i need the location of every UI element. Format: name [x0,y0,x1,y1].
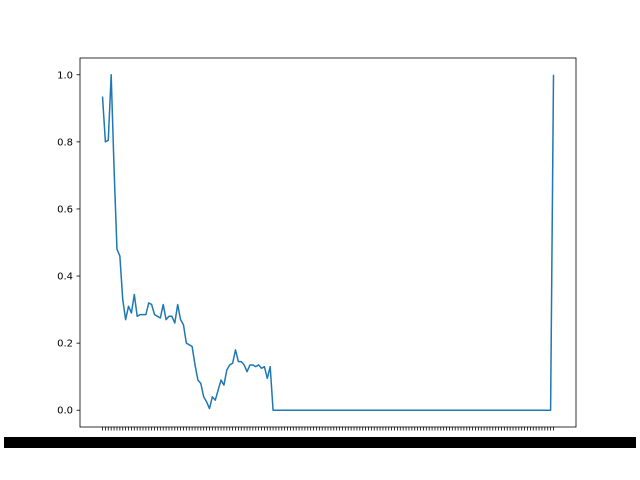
y-tick-label: 0.4 [57,272,73,283]
y-tick-label: 1.0 [57,70,73,81]
x-tick-labels-overlap [4,437,636,448]
x-axis-ticks [4,427,636,448]
y-tick-label: 0.0 [57,406,73,417]
y-axis-ticks: 0.0 0.2 0.4 0.6 0.8 1.0 [57,70,80,417]
series-line [101,74,555,411]
axes-frame [79,57,577,428]
y-tick-label: 0.2 [57,339,73,350]
plot-area [101,74,555,411]
y-tick-label: 0.8 [57,137,73,148]
y-tick-label: 0.6 [57,204,73,215]
